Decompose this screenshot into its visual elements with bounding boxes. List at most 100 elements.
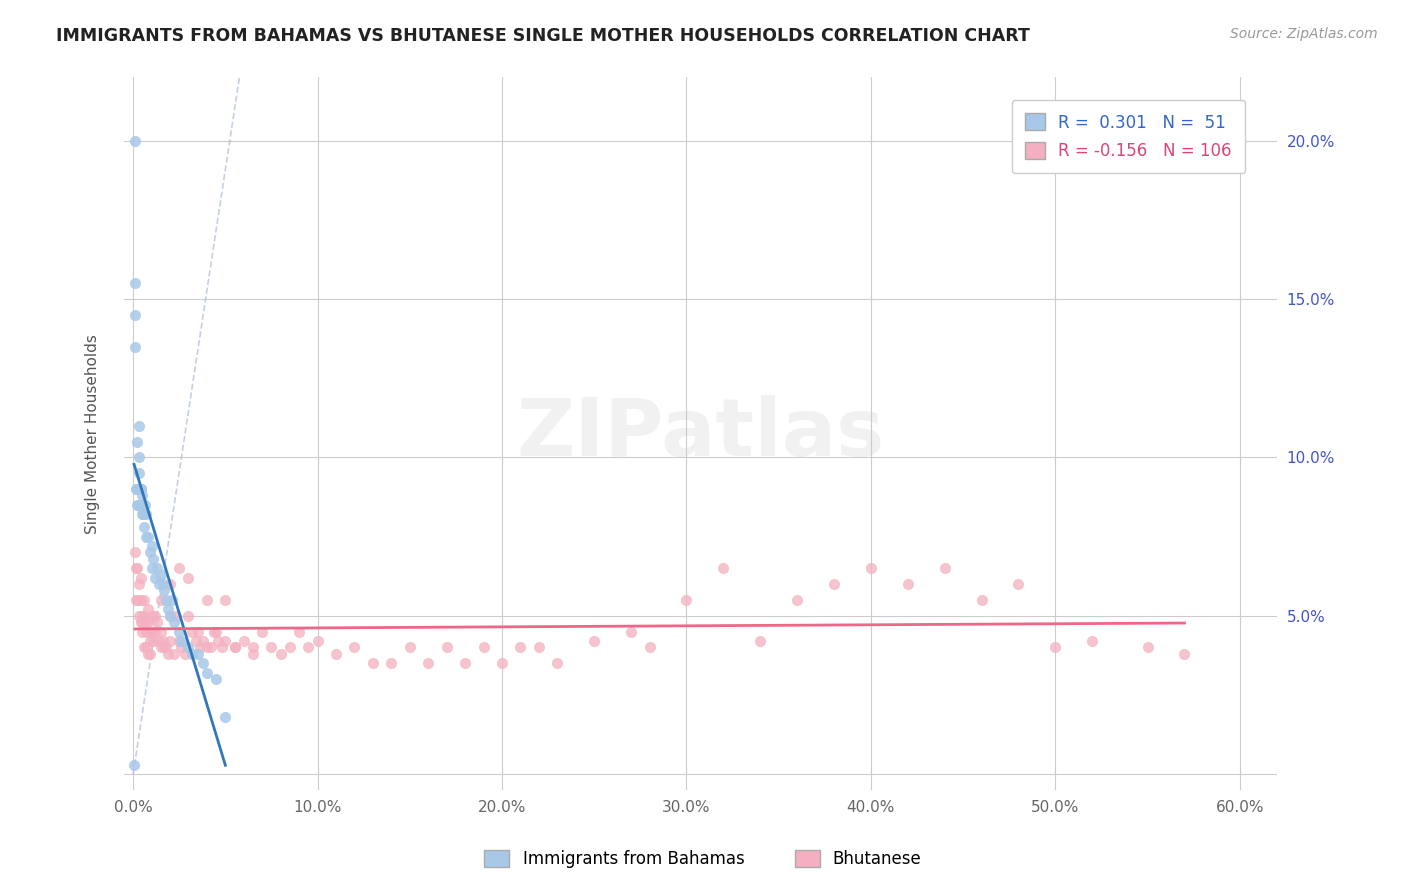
Point [138, 647, 160, 661]
Point [128, 577, 150, 591]
Point [934, 561, 956, 575]
Point [142, 551, 165, 566]
Point [146, 561, 169, 575]
Point [325, 647, 347, 661]
Point [149, 567, 172, 582]
Point [131, 508, 153, 522]
Point [181, 624, 204, 639]
Point [131, 498, 153, 512]
Point [125, 434, 148, 449]
Point [1045, 640, 1067, 655]
Point [134, 520, 156, 534]
Point [195, 640, 218, 655]
Point [167, 634, 190, 648]
Point [138, 634, 160, 648]
Point [159, 608, 181, 623]
Point [546, 656, 568, 670]
Point [125, 498, 148, 512]
Point [361, 656, 384, 670]
Point [129, 571, 152, 585]
Point [749, 634, 772, 648]
Point [132, 508, 155, 522]
Point [193, 634, 215, 648]
Point [143, 624, 166, 639]
Point [380, 656, 402, 670]
Point [527, 640, 550, 655]
Y-axis label: Single Mother Households: Single Mother Households [86, 334, 100, 533]
Text: Source: ZipAtlas.com: Source: ZipAtlas.com [1230, 27, 1378, 41]
Point [129, 482, 152, 496]
Point [128, 467, 150, 481]
Point [184, 634, 207, 648]
Point [242, 647, 264, 661]
Point [142, 634, 165, 648]
Point [157, 647, 180, 661]
Point [224, 640, 246, 655]
Point [173, 647, 195, 661]
Point [125, 561, 148, 575]
Point [214, 634, 236, 648]
Point [125, 592, 148, 607]
Point [170, 640, 193, 655]
Point [135, 640, 157, 655]
Point [122, 757, 145, 772]
Point [491, 656, 513, 670]
Point [472, 640, 495, 655]
Point [270, 647, 292, 661]
Point [128, 418, 150, 433]
Point [124, 134, 146, 148]
Point [187, 647, 209, 661]
Point [205, 672, 228, 686]
Point [124, 308, 146, 322]
Point [436, 640, 458, 655]
Point [167, 624, 190, 639]
Point [163, 647, 186, 661]
Point [211, 640, 233, 655]
Point [195, 665, 218, 680]
Point [146, 615, 169, 629]
Point [897, 577, 920, 591]
Point [149, 624, 172, 639]
Point [177, 571, 200, 585]
Point [124, 545, 146, 559]
Point [131, 482, 153, 496]
Point [509, 640, 531, 655]
Point [138, 624, 160, 639]
Point [127, 498, 149, 512]
Point [128, 482, 150, 496]
Point [136, 615, 159, 629]
Point [1081, 634, 1104, 648]
Point [125, 592, 148, 607]
Point [143, 608, 166, 623]
Point [165, 608, 187, 623]
Point [141, 608, 163, 623]
Point [307, 634, 329, 648]
Point [202, 624, 225, 639]
Point [131, 615, 153, 629]
Point [970, 592, 993, 607]
Point [205, 624, 228, 639]
Point [152, 634, 174, 648]
Legend: Immigrants from Bahamas, Bhutanese: Immigrants from Bahamas, Bhutanese [478, 843, 928, 875]
Point [159, 634, 181, 648]
Point [181, 647, 204, 661]
Point [159, 608, 181, 623]
Point [187, 624, 209, 639]
Point [1173, 647, 1195, 661]
Point [170, 634, 193, 648]
Point [278, 640, 301, 655]
Point [160, 592, 183, 607]
Point [131, 608, 153, 623]
Point [128, 450, 150, 465]
Point [193, 656, 215, 670]
Point [152, 577, 174, 591]
Point [675, 592, 697, 607]
Point [418, 656, 440, 670]
Point [214, 592, 236, 607]
Point [159, 577, 181, 591]
Point [398, 640, 420, 655]
Point [638, 640, 661, 655]
Point [129, 615, 152, 629]
Point [149, 592, 172, 607]
Point [155, 640, 177, 655]
